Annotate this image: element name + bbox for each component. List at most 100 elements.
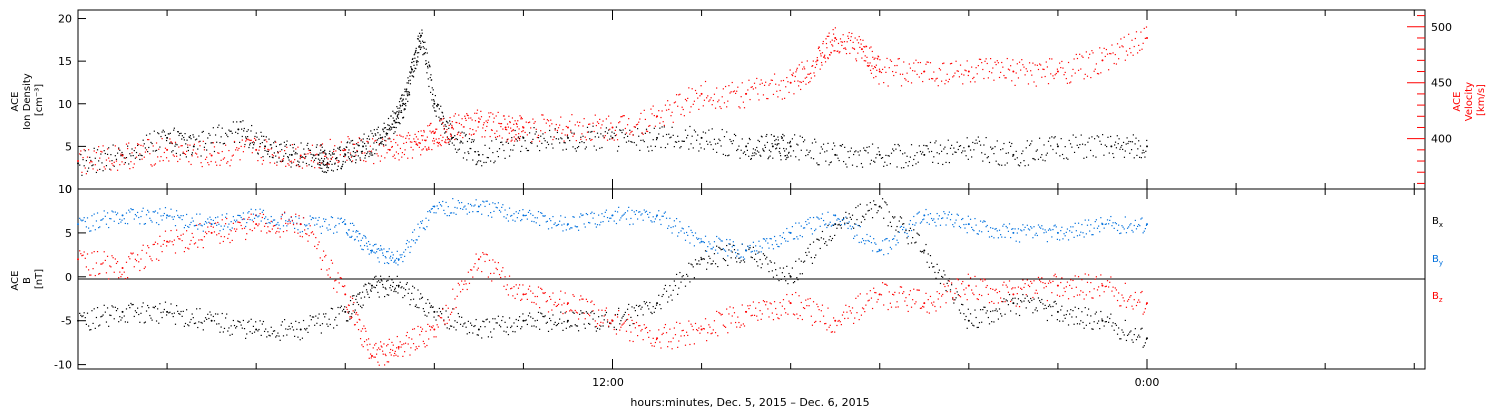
velocity-sample	[428, 124, 431, 126]
top-y-tick-label: 20	[58, 13, 72, 26]
by-sample	[206, 222, 208, 224]
density-sample	[253, 144, 255, 146]
density-sample	[90, 159, 92, 162]
bz-sample	[275, 232, 277, 234]
by-sample	[219, 230, 221, 232]
by-sample	[795, 222, 797, 224]
density-sample	[1025, 147, 1027, 149]
bz-sample	[353, 324, 356, 326]
by-sample	[1061, 226, 1063, 228]
density-sample	[787, 152, 790, 154]
velocity-sample	[449, 116, 451, 119]
bx-sample	[573, 312, 575, 314]
by-sample	[319, 226, 321, 228]
velocity-sample	[404, 149, 406, 151]
by-sample	[427, 210, 429, 213]
by-sample	[660, 223, 662, 226]
by-sample	[755, 245, 757, 247]
velocity-sample	[435, 128, 437, 130]
velocity-sample	[132, 166, 134, 169]
bz-sample	[361, 328, 364, 330]
velocity-sample	[853, 47, 855, 50]
density-sample	[425, 48, 427, 50]
by-sample	[327, 229, 329, 231]
velocity-sample	[673, 102, 675, 104]
density-sample	[785, 148, 787, 150]
density-sample	[415, 67, 417, 70]
density-sample	[1055, 152, 1057, 154]
by-sample	[717, 252, 719, 254]
by-sample	[799, 234, 801, 237]
bx-sample	[162, 311, 164, 313]
density-sample	[402, 99, 404, 101]
velocity-sample	[193, 143, 196, 145]
by-sample	[792, 238, 795, 240]
bx-sample	[508, 317, 511, 319]
velocity-sample	[786, 76, 788, 79]
velocity-sample	[92, 168, 94, 170]
bx-sample	[356, 301, 358, 303]
bx-sample	[1066, 310, 1069, 312]
density-sample	[831, 148, 834, 150]
by-sample	[541, 212, 543, 215]
bx-sample	[866, 204, 868, 206]
by-sample	[642, 219, 644, 221]
density-sample	[191, 152, 194, 154]
bx-sample	[337, 306, 339, 309]
bz-sample	[109, 265, 111, 267]
density-point	[451, 136, 454, 139]
bx-sample	[926, 261, 928, 263]
density-sample	[396, 116, 399, 118]
velocity-sample	[469, 127, 471, 130]
bz-sample	[310, 232, 312, 234]
velocity-sample	[828, 35, 830, 37]
bx-sample	[502, 316, 504, 318]
by-sample	[387, 250, 389, 253]
velocity-sample	[105, 159, 108, 161]
bx-sample	[876, 212, 878, 214]
velocity-sample	[417, 130, 420, 133]
bx-sample	[703, 258, 706, 260]
by-sample	[997, 237, 999, 239]
velocity-point	[299, 154, 302, 157]
density-sample	[427, 67, 429, 69]
bx-sample	[1109, 317, 1111, 320]
by-sample	[474, 204, 476, 206]
bz-sample	[294, 231, 296, 233]
bottom-y-tick-label: 5	[65, 227, 72, 240]
by-sample	[916, 213, 918, 215]
density-sample	[614, 134, 616, 137]
bz-sample	[421, 328, 424, 330]
density-sample	[383, 130, 385, 133]
bx-sample	[1129, 331, 1131, 333]
bz-sample	[363, 340, 366, 343]
density-sample	[194, 139, 197, 141]
bx-sample	[361, 291, 364, 293]
velocity-sample	[742, 101, 744, 103]
bx-sample	[246, 333, 248, 335]
density-sample	[948, 161, 950, 164]
density-sample	[163, 131, 165, 133]
bx-sample	[436, 311, 438, 313]
by-sample	[1047, 229, 1050, 231]
density-sample	[222, 143, 224, 145]
velocity-sample	[918, 76, 920, 78]
by-sample	[222, 228, 224, 230]
density-sample	[662, 135, 664, 137]
by-sample	[1046, 241, 1048, 243]
by-sample	[179, 217, 181, 219]
velocity-sample	[940, 80, 943, 82]
density-sample	[406, 88, 408, 90]
by-sample	[329, 228, 331, 230]
bx-sample	[250, 318, 252, 320]
velocity-sample	[843, 47, 845, 50]
by-sample	[1072, 226, 1074, 228]
bx-sample	[326, 323, 328, 325]
bx-sample	[599, 328, 601, 330]
velocity-sample	[988, 70, 991, 73]
velocity-sample	[463, 126, 465, 128]
by-sample	[1113, 227, 1115, 229]
bx-sample	[153, 307, 155, 309]
bz-sample	[128, 256, 130, 258]
density-sample	[476, 161, 479, 163]
